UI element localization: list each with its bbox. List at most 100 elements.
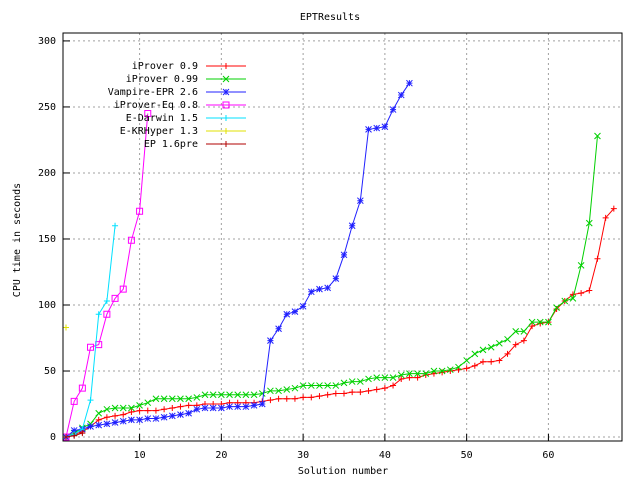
data-point bbox=[373, 124, 381, 132]
data-point bbox=[242, 403, 250, 411]
data-point bbox=[185, 395, 193, 403]
data-point bbox=[169, 404, 176, 411]
data-point bbox=[283, 386, 291, 393]
data-point bbox=[332, 275, 340, 282]
plot-area bbox=[62, 79, 617, 441]
legend-label: iProver-Eq 0.8 bbox=[114, 100, 198, 111]
data-point bbox=[128, 404, 135, 412]
data-point bbox=[520, 328, 528, 335]
data-point bbox=[586, 287, 593, 294]
data-point bbox=[340, 251, 348, 259]
data-point bbox=[479, 346, 487, 354]
data-point bbox=[536, 318, 544, 326]
data-point bbox=[258, 400, 266, 408]
data-point bbox=[79, 430, 86, 437]
data-point bbox=[553, 304, 560, 311]
data-point bbox=[217, 391, 225, 399]
data-point bbox=[406, 374, 413, 381]
data-point bbox=[95, 421, 103, 429]
data-point bbox=[161, 406, 168, 413]
data-point bbox=[324, 284, 332, 292]
data-point bbox=[602, 214, 609, 221]
data-point bbox=[144, 110, 152, 118]
data-point bbox=[471, 350, 479, 358]
data-point bbox=[406, 79, 413, 87]
data-point bbox=[152, 407, 159, 414]
y-tick-label: 0 bbox=[50, 432, 56, 443]
data-point bbox=[71, 432, 78, 439]
data-point bbox=[389, 374, 397, 381]
data-point bbox=[594, 255, 601, 262]
data-point bbox=[87, 397, 94, 404]
plot-border bbox=[62, 32, 623, 442]
data-point bbox=[111, 404, 119, 412]
data-point bbox=[357, 389, 364, 396]
x-tick-label: 10 bbox=[134, 450, 146, 461]
data-point bbox=[307, 288, 315, 296]
data-point bbox=[488, 358, 495, 365]
data-point bbox=[299, 302, 307, 310]
data-point bbox=[201, 391, 209, 399]
data-point bbox=[275, 387, 282, 395]
legend: iProver 0.9 iProver 0.99 Vampire-EPR 2.6 iP… bbox=[108, 61, 246, 150]
data-point bbox=[430, 367, 438, 375]
data-point bbox=[160, 413, 168, 421]
y-tick-label: 100 bbox=[38, 300, 56, 311]
data-point bbox=[103, 420, 111, 428]
data-point bbox=[324, 382, 332, 389]
x-axis-label: Solution number bbox=[298, 466, 388, 477]
data-point bbox=[144, 399, 152, 407]
x-tick-label: 30 bbox=[297, 450, 309, 461]
data-point bbox=[291, 395, 298, 402]
data-point bbox=[594, 132, 601, 140]
data-point bbox=[283, 395, 290, 402]
x-tick-label: 40 bbox=[379, 450, 391, 461]
data-point bbox=[242, 391, 250, 399]
data-point bbox=[152, 415, 160, 422]
legend-label: Vampire-EPR 2.6 bbox=[108, 87, 198, 98]
data-point bbox=[103, 405, 111, 413]
data-point bbox=[561, 297, 569, 305]
data-point bbox=[111, 294, 119, 302]
data-point bbox=[545, 318, 552, 326]
legend-label: iProver 0.9 bbox=[132, 61, 198, 72]
data-point bbox=[455, 363, 462, 371]
data-point bbox=[389, 106, 397, 113]
legend-label: iProver 0.99 bbox=[126, 74, 198, 85]
series-line bbox=[65, 113, 149, 438]
data-point bbox=[406, 370, 413, 378]
data-point bbox=[308, 394, 315, 401]
data-point bbox=[324, 391, 331, 398]
data-point bbox=[209, 404, 217, 412]
legend-label: EP 1.6pre bbox=[144, 139, 198, 150]
data-point bbox=[373, 386, 380, 393]
data-point bbox=[275, 325, 282, 333]
data-point bbox=[390, 382, 397, 389]
data-point bbox=[512, 328, 520, 335]
legend-marker bbox=[222, 75, 230, 83]
data-point bbox=[414, 370, 421, 378]
data-point bbox=[95, 409, 103, 417]
data-point bbox=[504, 335, 511, 343]
data-point bbox=[512, 341, 519, 348]
data-point bbox=[397, 91, 405, 99]
data-point bbox=[356, 378, 364, 385]
data-point bbox=[185, 409, 193, 417]
legend-marker bbox=[223, 63, 229, 69]
data-point bbox=[152, 395, 160, 403]
data-point bbox=[267, 397, 274, 404]
y-tick-label: 150 bbox=[38, 234, 56, 245]
data-point bbox=[103, 310, 111, 318]
data-point bbox=[119, 285, 127, 293]
data-point bbox=[283, 310, 291, 318]
data-point bbox=[332, 382, 340, 389]
data-point bbox=[341, 390, 347, 397]
legend-label: E-Darwin 1.5 bbox=[126, 113, 198, 124]
y-tick-label: 250 bbox=[38, 102, 56, 113]
data-point bbox=[87, 343, 95, 351]
data-point bbox=[87, 423, 94, 430]
data-point bbox=[365, 375, 372, 383]
data-point bbox=[234, 391, 242, 399]
legend-marker bbox=[223, 128, 229, 134]
